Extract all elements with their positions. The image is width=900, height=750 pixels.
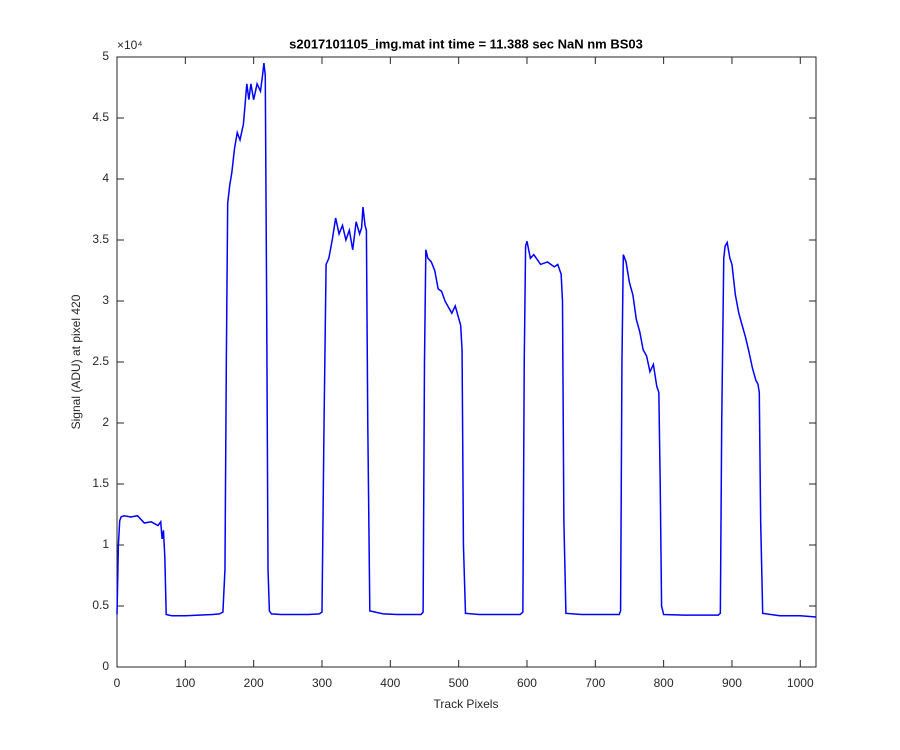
y-tick-label: 0 [102, 659, 109, 673]
chart-title: s2017101105_img.mat int time = 11.388 se… [289, 36, 643, 51]
x-tick-label: 500 [449, 676, 469, 690]
y-tick-label: 0.5 [92, 598, 109, 612]
y-tick-label: 1 [102, 537, 109, 551]
x-tick-label: 0 [114, 676, 121, 690]
y-tick-label: 2.5 [92, 354, 109, 368]
x-tick-label: 1000 [787, 676, 814, 690]
y-tick-label: 5 [102, 49, 109, 63]
x-tick-label: 300 [312, 676, 332, 690]
y-tick-label: 4.5 [92, 110, 109, 124]
x-tick-label: 400 [380, 676, 400, 690]
data-line [116, 63, 817, 618]
y-exponent: ×10⁴ [117, 38, 143, 52]
x-tick-label: 700 [585, 676, 605, 690]
x-tick-label: 600 [517, 676, 537, 690]
plot-area [116, 56, 817, 668]
x-tick-label: 100 [175, 676, 195, 690]
y-tick-label: 1.5 [92, 476, 109, 490]
y-tick-label: 3 [102, 293, 109, 307]
y-tick-label: 3.5 [92, 232, 109, 246]
y-axis-label: Signal (ADU) at pixel 420 [69, 294, 83, 429]
x-tick-label: 800 [654, 676, 674, 690]
x-axis-label: Track Pixels [434, 697, 499, 711]
y-tick-label: 2 [102, 415, 109, 429]
x-tick-label: 900 [722, 676, 742, 690]
x-tick-label: 200 [244, 676, 264, 690]
y-tick-label: 4 [102, 171, 109, 185]
